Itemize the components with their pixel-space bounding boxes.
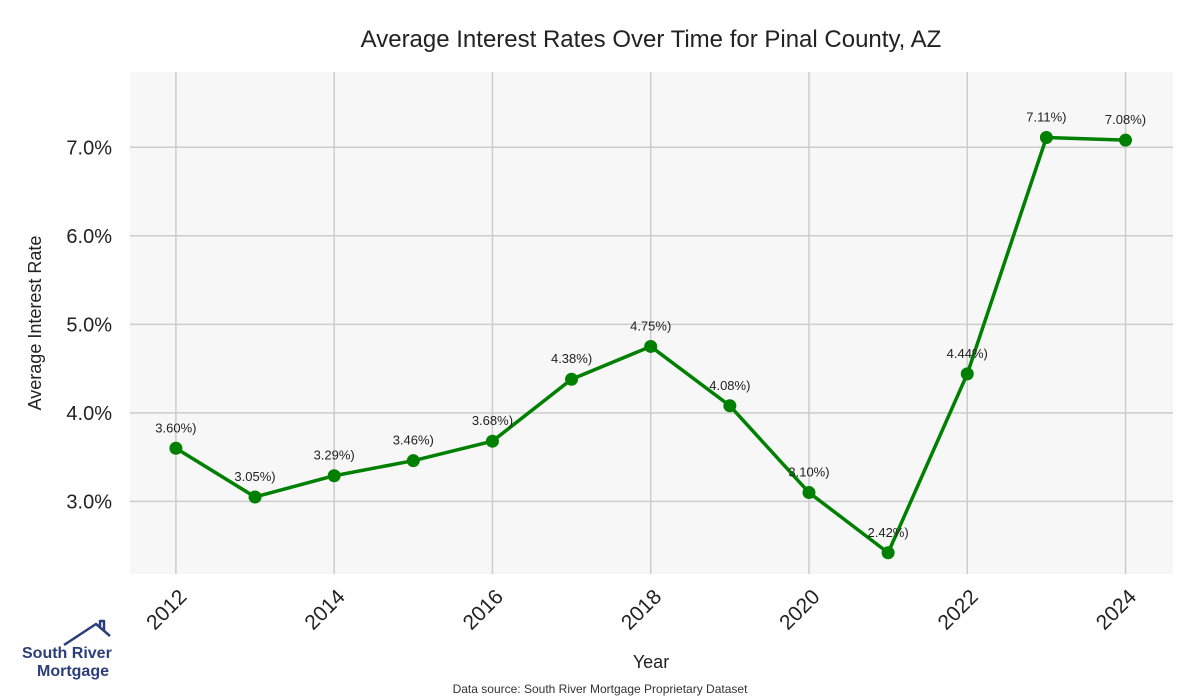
source-note: Data source: South River Mortgage Propri… [453,682,748,696]
data-label: 4.44%) [947,346,988,361]
data-label: 3.68%) [472,413,513,428]
y-tick-label: 6.0% [66,226,112,248]
chart-title: Average Interest Rates Over Time for Pin… [361,26,942,53]
data-labels: 3.60%) 3.05%) 3.29%) 3.46%) 3.68%) 4.38%) 4.75… [155,110,1146,540]
data-label: 3.46%) [393,433,434,448]
data-point [960,367,974,381]
data-point [327,469,341,483]
x-axis-ticks: 2012 2014 2016 2018 2020 2022 2024 [142,585,1141,635]
data-label: 3.05%) [234,469,275,484]
data-point [485,434,499,448]
x-tick-label: 2022 [933,585,982,634]
data-point [644,339,658,353]
house-roof-icon [63,619,111,647]
data-label: 4.75%) [630,318,671,333]
y-axis-ticks: 3.0% 4.0% 5.0% 6.0% 7.0% [66,137,112,513]
data-point [565,372,579,386]
y-tick-label: 7.0% [66,137,112,159]
x-tick-label: 2014 [300,585,350,635]
y-tick-label: 3.0% [66,491,112,513]
data-point [723,399,737,413]
data-label: 3.10%) [788,465,829,480]
data-point [406,454,420,468]
data-point [881,546,895,560]
south-river-logo: South River Mortgage [22,619,112,680]
logo-line2: Mortgage [37,663,109,680]
data-point [1119,133,1133,147]
series-group [169,131,1133,560]
data-label: 2.42%) [868,525,909,540]
data-point [802,486,816,500]
data-point [169,441,183,455]
data-point [1039,131,1053,145]
data-label: 7.11%) [1026,110,1066,125]
data-label: 3.29%) [314,448,355,463]
y-tick-label: 5.0% [66,314,112,336]
x-tick-label: 2020 [775,585,824,634]
y-tick-label: 4.0% [66,403,112,425]
logo-line1: South River [22,645,112,662]
data-point [248,490,262,504]
y-axis-label: Average Interest Rate [25,236,45,411]
plot-area [130,72,1173,574]
data-label: 4.08%) [709,378,750,393]
x-tick-label: 2012 [142,585,191,634]
x-tick-label: 2018 [617,585,666,634]
x-tick-label: 2024 [1092,585,1142,635]
x-axis-label: Year [633,652,669,672]
data-label: 4.38%) [551,351,592,366]
x-tick-label: 2016 [459,585,508,634]
data-label: 7.08%) [1105,112,1146,127]
data-label: 3.60%) [155,420,196,435]
